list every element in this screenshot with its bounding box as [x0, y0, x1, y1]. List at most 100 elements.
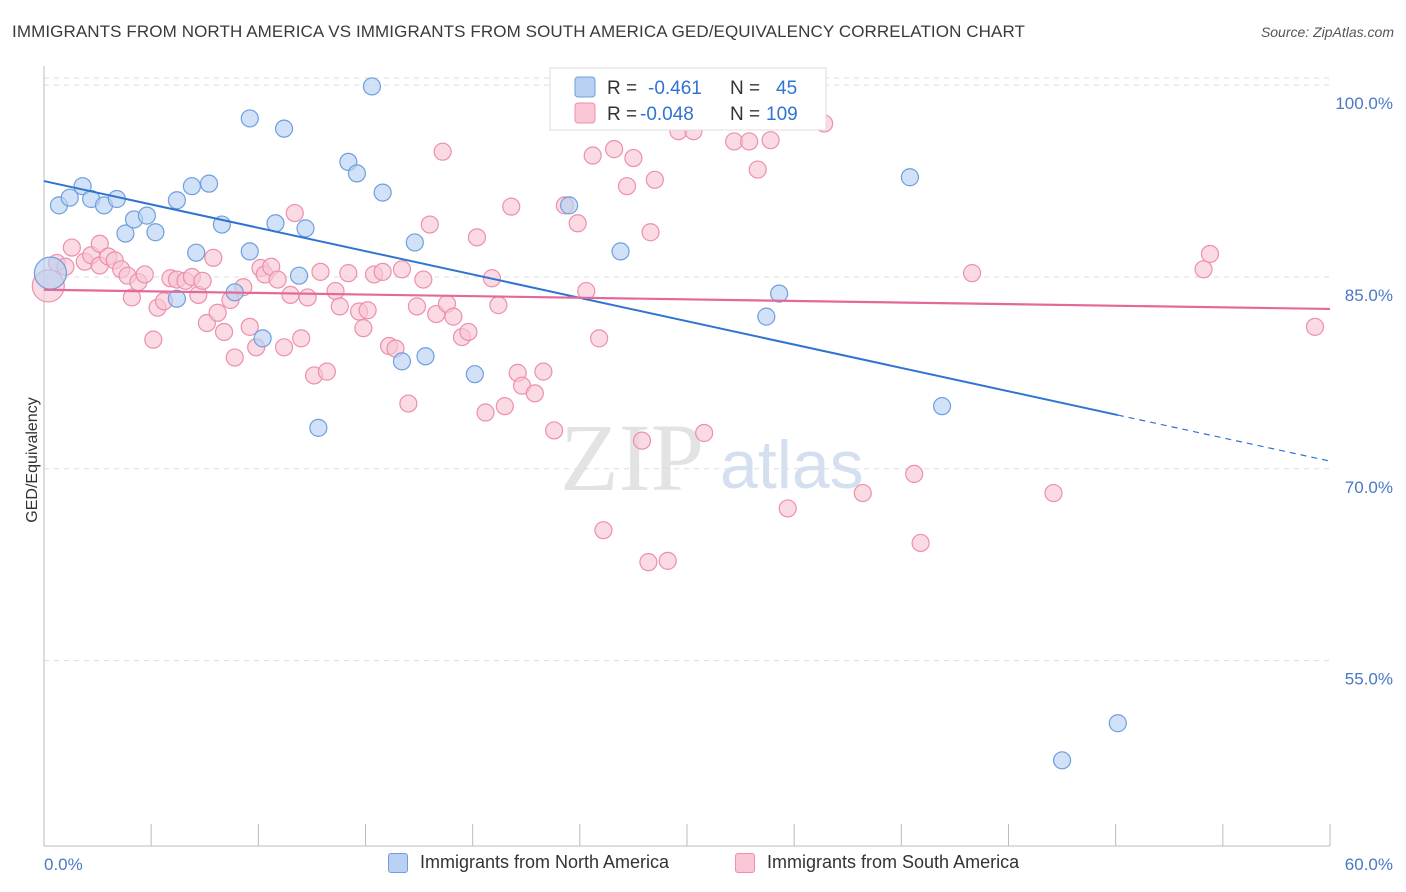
- south-america-point: [193, 271, 212, 290]
- south-america-point: [476, 403, 495, 422]
- south-america-point: [905, 464, 924, 484]
- north-america-point: [182, 177, 201, 196]
- legend-swatch-south: [574, 102, 596, 124]
- north-america-point: [1108, 714, 1127, 733]
- north-america-point: [757, 307, 776, 326]
- south-america-point: [778, 499, 797, 518]
- x-tick-label-max: 60.0%: [1345, 855, 1393, 874]
- north-america-point: [137, 206, 156, 225]
- legend-n-label-south: N =: [730, 104, 760, 125]
- legend-n-label-north: N =: [730, 78, 760, 99]
- north-america-point: [611, 242, 630, 261]
- watermark-zip: ZIP: [560, 404, 704, 511]
- gridlines: [44, 77, 1332, 662]
- south-america-point: [420, 215, 439, 234]
- south-america-point: [761, 131, 780, 150]
- south-america-point: [317, 362, 337, 381]
- legend-item-north-america: Immigrants from North America: [388, 852, 669, 873]
- south-america-point: [695, 423, 714, 443]
- south-america-point: [407, 297, 427, 316]
- north-america-point: [770, 284, 789, 303]
- south-america-point: [62, 238, 81, 257]
- legend-r-value-south: -0.048: [640, 104, 694, 125]
- north-america-point: [347, 164, 367, 183]
- y-axis-label: GED/Equivalency: [24, 397, 41, 522]
- south-america-point: [748, 160, 767, 179]
- correlation-legend: R = -0.461 N = 45 R = -0.048 N = 109: [549, 67, 827, 131]
- south-america-points: [31, 77, 1325, 572]
- south-america-point: [605, 140, 624, 159]
- south-america-point: [135, 265, 154, 284]
- north-america-point: [116, 224, 135, 243]
- y-tick-label: 55.0%: [1345, 670, 1393, 689]
- south-america-point: [962, 264, 982, 283]
- south-america-point: [740, 132, 759, 151]
- legend-n-value-north: 45: [776, 78, 797, 99]
- legend-box: [549, 67, 827, 131]
- y-tick-label: 100.0%: [1335, 94, 1393, 113]
- south-america-point: [525, 384, 544, 403]
- south-america-point: [214, 322, 234, 342]
- south-america-point: [414, 270, 433, 289]
- south-america-point: [330, 297, 349, 316]
- south-america-point: [641, 223, 660, 242]
- south-america-trend-line: [43, 288, 1331, 311]
- north-america-point: [274, 119, 294, 138]
- north-america-point: [199, 174, 219, 193]
- south-america-point: [1044, 483, 1063, 503]
- legend-r-label-north: R =: [607, 78, 637, 99]
- south-america-point: [617, 177, 637, 196]
- south-america-point: [632, 431, 652, 450]
- legend-swatch-north: [574, 76, 596, 98]
- south-america-point: [392, 260, 412, 279]
- north-america-point: [240, 109, 259, 128]
- south-america-point: [1200, 244, 1220, 264]
- north-america-point: [167, 289, 186, 308]
- south-america-point: [444, 307, 463, 326]
- north-america-point: [309, 418, 328, 437]
- south-america-point: [433, 142, 452, 161]
- watermark-atlas: atlas: [720, 427, 864, 503]
- south-america-point: [534, 362, 553, 381]
- legend-label-south-america: Immigrants from South America: [767, 852, 1020, 872]
- north-america-point: [253, 329, 272, 348]
- north-america-point: [392, 352, 412, 371]
- south-america-point: [545, 421, 564, 440]
- south-america-point: [326, 281, 345, 301]
- south-america-point: [268, 270, 287, 289]
- south-america-point: [459, 322, 478, 342]
- north-america-point: [296, 219, 315, 238]
- south-america-point: [90, 234, 109, 253]
- north-america-points: [33, 76, 1127, 770]
- north-america-point: [60, 188, 79, 207]
- north-america-point: [1052, 751, 1072, 770]
- north-america-point: [932, 397, 952, 416]
- south-america-point: [204, 248, 223, 267]
- north-america-point: [465, 365, 484, 384]
- trend-lines: [43, 180, 1331, 462]
- legend-n-value-south: 109: [766, 104, 798, 125]
- legend-item-south-america: Immigrants from South America: [735, 852, 1019, 873]
- south-america-point: [399, 394, 418, 413]
- south-america-point: [240, 317, 259, 336]
- south-america-point: [590, 329, 609, 348]
- north-america-point: [362, 77, 382, 96]
- north-america-point: [167, 191, 186, 210]
- legend-swatch-north-america: [388, 852, 408, 873]
- north-america-point: [240, 242, 259, 261]
- north-america-point: [33, 256, 68, 290]
- south-america-point: [1305, 317, 1325, 336]
- north-america-point: [187, 243, 206, 262]
- south-america-point: [298, 288, 317, 307]
- south-america-point: [489, 296, 508, 315]
- south-america-point: [911, 533, 930, 553]
- north-america-point: [416, 347, 435, 366]
- south-america-point: [144, 330, 163, 349]
- y-tick-labels: 100.0% 85.0% 70.0% 55.0%: [1335, 94, 1393, 688]
- south-america-point: [658, 551, 677, 570]
- south-america-point: [354, 319, 373, 338]
- south-america-point: [122, 288, 141, 307]
- south-america-point: [281, 285, 300, 304]
- legend-r-label-south: R =: [607, 104, 637, 125]
- north-america-point: [289, 266, 309, 285]
